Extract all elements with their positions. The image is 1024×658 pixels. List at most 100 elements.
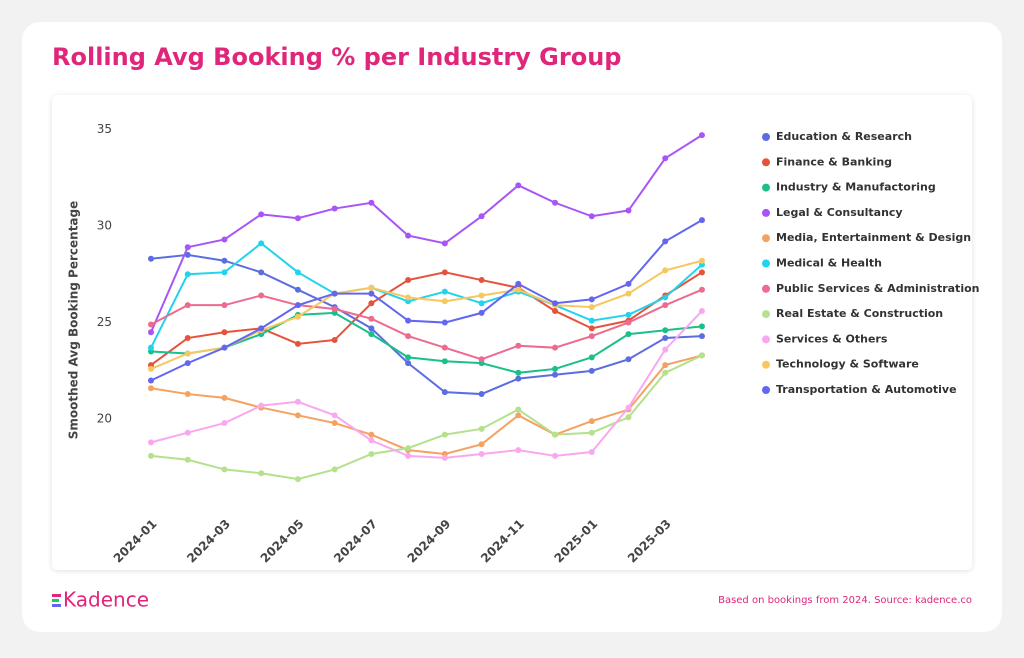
data-point — [294, 476, 301, 483]
data-point — [625, 280, 632, 287]
legend-label: Services & Others — [776, 332, 888, 345]
y-tick-label: 30 — [97, 218, 112, 232]
data-point — [184, 456, 191, 463]
data-point — [552, 199, 559, 206]
data-point — [698, 323, 705, 330]
data-point — [184, 271, 191, 278]
series-line — [150, 288, 703, 361]
footer-note: Based on bookings from 2024. Source: kad… — [718, 595, 972, 606]
y-tick-label: 25 — [97, 315, 112, 329]
data-point — [515, 369, 522, 376]
data-point — [148, 329, 154, 336]
data-point — [698, 269, 705, 276]
data-point — [698, 307, 705, 314]
data-point — [441, 240, 448, 247]
data-point — [588, 418, 595, 425]
data-point — [662, 346, 669, 353]
data-point — [368, 199, 375, 206]
data-point — [294, 302, 301, 309]
series-line — [150, 219, 703, 382]
data-point — [588, 296, 595, 303]
data-point — [478, 292, 485, 299]
data-point — [405, 360, 412, 367]
data-point — [625, 207, 632, 214]
legend-label: Education & Research — [776, 130, 912, 143]
data-point — [588, 317, 595, 324]
data-point — [258, 211, 265, 218]
data-point — [515, 447, 522, 454]
data-point — [625, 356, 632, 363]
data-point — [552, 365, 559, 372]
data-point — [368, 284, 375, 291]
legend-label: Transportation & Automotive — [776, 383, 957, 396]
data-point — [258, 269, 265, 276]
data-point — [478, 356, 485, 363]
series-line — [150, 271, 703, 366]
data-point — [405, 294, 412, 301]
logo-icon — [52, 594, 61, 607]
data-point — [405, 317, 412, 324]
data-point — [294, 398, 301, 405]
data-point — [625, 311, 632, 318]
data-point — [515, 182, 522, 189]
legend-label: Industry & Manufactoring — [776, 181, 936, 194]
data-point — [662, 362, 669, 369]
data-point — [368, 290, 375, 297]
data-point — [184, 302, 191, 309]
legend-swatch — [762, 360, 770, 369]
data-point — [221, 420, 228, 427]
data-point — [331, 336, 338, 343]
legend-label: Legal & Consultancy — [776, 206, 903, 219]
data-point — [698, 352, 705, 359]
legend-swatch — [762, 158, 770, 167]
data-point — [405, 232, 412, 239]
data-point — [294, 269, 301, 276]
data-point — [405, 445, 412, 452]
legend-swatch — [762, 208, 770, 217]
series-line — [150, 310, 703, 459]
data-point — [221, 466, 228, 473]
y-axis-label: Smoothed Avg Booking Percentage — [67, 201, 81, 440]
data-point — [588, 449, 595, 456]
data-point — [184, 350, 191, 357]
chart-title: Rolling Avg Booking % per Industry Group — [52, 43, 621, 71]
data-point — [698, 333, 705, 340]
data-point — [662, 335, 669, 342]
data-point — [148, 452, 154, 459]
data-point — [441, 288, 448, 295]
data-point — [184, 335, 191, 342]
data-point — [331, 466, 338, 473]
data-point — [515, 406, 522, 413]
data-point — [441, 454, 448, 461]
series-line — [150, 354, 703, 455]
data-point — [184, 429, 191, 436]
data-point — [221, 344, 228, 351]
data-point — [368, 450, 375, 457]
data-point — [625, 331, 632, 338]
data-point — [148, 321, 154, 328]
data-point — [184, 360, 191, 367]
data-point — [588, 325, 595, 332]
data-point — [148, 255, 154, 262]
data-point — [184, 251, 191, 258]
data-point — [441, 344, 448, 351]
data-point — [588, 367, 595, 374]
data-point — [221, 329, 228, 336]
data-point — [515, 280, 522, 287]
data-point — [184, 244, 191, 251]
data-point — [148, 439, 154, 446]
data-point — [662, 294, 669, 301]
data-point — [405, 333, 412, 340]
data-point — [368, 315, 375, 322]
data-point — [148, 365, 154, 372]
data-point — [625, 319, 632, 326]
data-point — [148, 344, 154, 351]
legend-label: Real Estate & Construction — [776, 307, 943, 320]
data-point — [221, 257, 228, 264]
data-point — [294, 313, 301, 320]
data-point — [258, 292, 265, 299]
data-point — [441, 298, 448, 305]
y-tick-label: 20 — [97, 412, 112, 426]
legend-swatch — [762, 259, 770, 268]
